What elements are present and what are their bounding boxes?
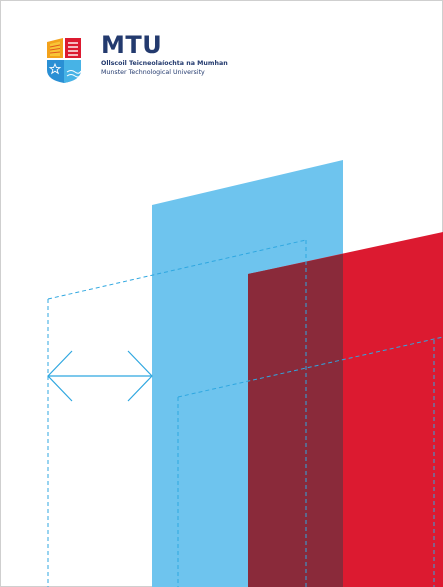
mtu-crest-icon	[47, 38, 82, 83]
logo-english-name: Munster Technological University	[101, 69, 205, 76]
double-arrow-icon	[47, 350, 153, 402]
logo-irish-name: Ollscoil Teicneolaíochta na Mumhan	[101, 60, 228, 67]
dashed-guides	[47, 239, 443, 587]
logo-wordmark: MTU	[101, 31, 163, 59]
mtu-logo: MTU Ollscoil Teicneolaíochta na Mumhan M…	[45, 31, 235, 84]
overlap-block	[248, 254, 343, 587]
